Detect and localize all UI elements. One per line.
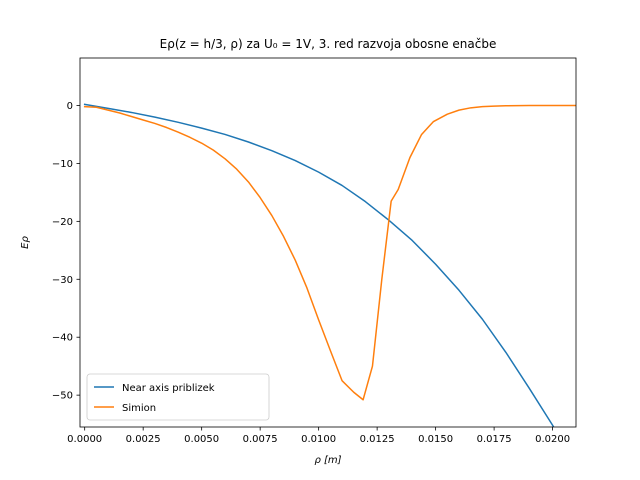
x-tick-label: 0.0025: [126, 434, 161, 445]
x-tick-label: 0.0075: [243, 434, 278, 445]
x-axis-label: ρ [m]: [314, 455, 341, 466]
legend: Near axis priblizek Simion: [86, 373, 270, 421]
x-tick-label: 0.0150: [418, 434, 453, 445]
y-tick-label: −10: [52, 159, 73, 170]
y-tick-label: −20: [52, 217, 73, 228]
y-tick-label: −40: [52, 333, 73, 344]
x-tick-label: 0.0125: [360, 434, 395, 445]
x-tick-label: 0.0100: [301, 434, 336, 445]
chart-title: Eρ(z = h/3, ρ) za U₀ = 1V, 3. red razvoj…: [160, 37, 497, 51]
x-tick-label: 0.0000: [67, 434, 102, 445]
series-line-near-axis: [83, 103, 555, 427]
x-tick-label: 0.0050: [184, 434, 219, 445]
legend-box: [86, 373, 270, 421]
legend-label: Simion: [122, 403, 156, 414]
legend-label: Near axis priblizek: [122, 383, 215, 394]
y-axis-label: Eρ: [20, 236, 31, 249]
x-tick-label: 0.0200: [535, 434, 570, 445]
series-group: [83, 103, 576, 427]
series-line-simion: [83, 104, 576, 401]
x-tick-label: 0.0175: [477, 434, 512, 445]
y-tick-label: −50: [52, 391, 73, 402]
y-tick-label: −30: [52, 275, 73, 286]
plot-frame: [79, 57, 577, 428]
y-tick-label: 0: [67, 101, 73, 112]
